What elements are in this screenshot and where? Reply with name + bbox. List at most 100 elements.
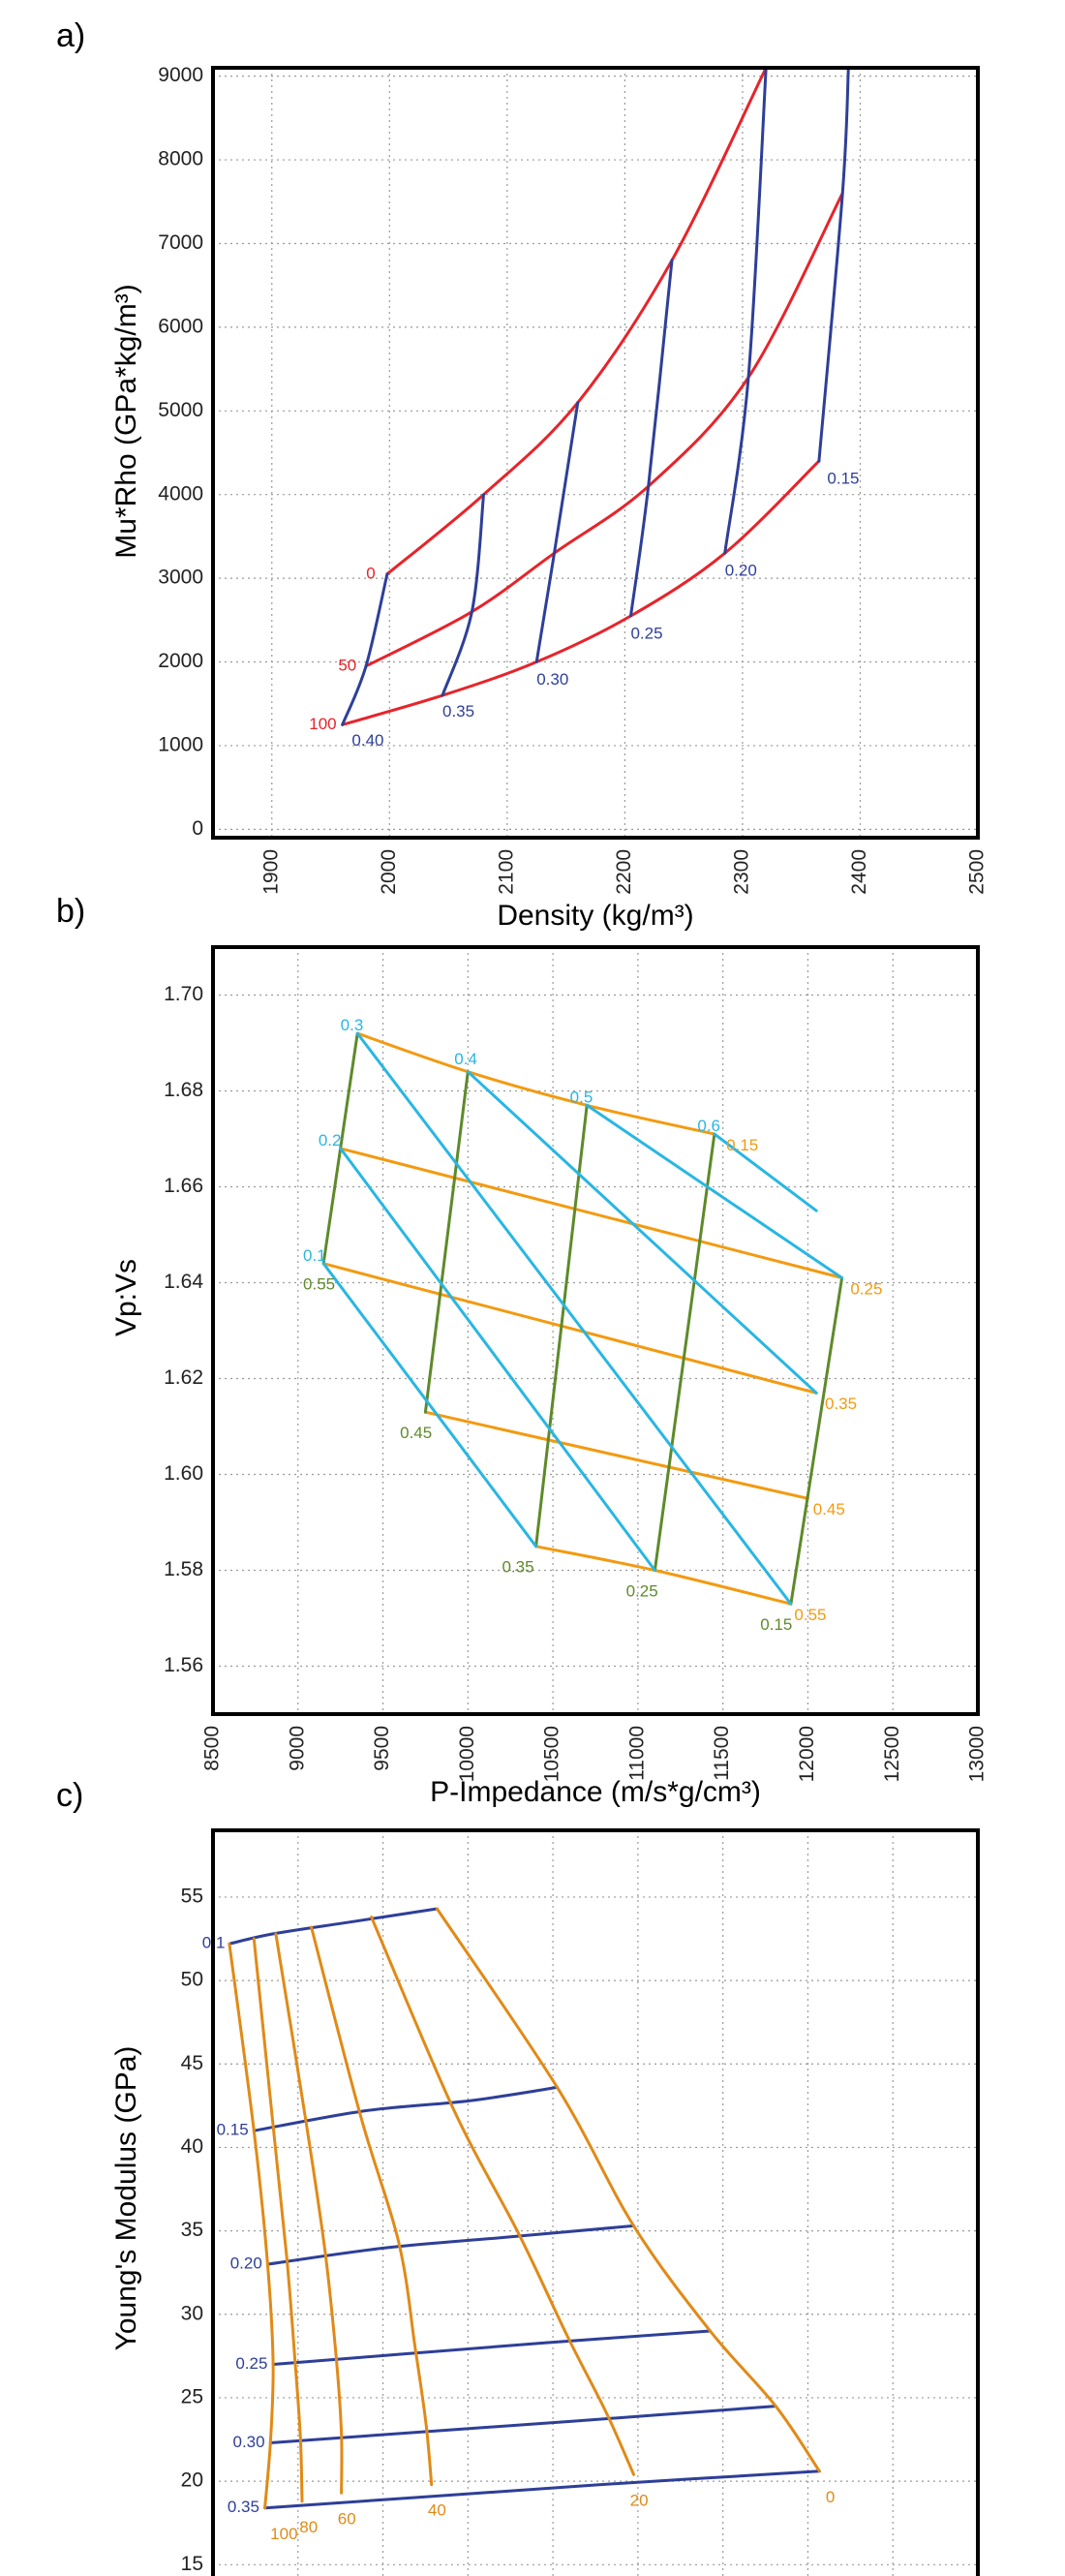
series-annotation: 0.30: [536, 670, 568, 689]
series-annotation: 0: [826, 2488, 835, 2506]
series-annotation: 0.35: [825, 1395, 857, 1413]
series-line-navy: [271, 2329, 712, 2366]
panel-a-x-axis-title: Density (kg/m³): [497, 900, 693, 932]
x-tick-label: 9000: [286, 1726, 308, 1771]
x-tick-label: 13000: [966, 1726, 989, 1782]
series-annotation: 0: [366, 564, 375, 582]
y-tick-label: 3000: [158, 567, 203, 589]
series-annotation: 100: [270, 2525, 297, 2543]
y-tick-label: 1.66: [164, 1175, 203, 1197]
y-tick-label: 35: [181, 2219, 203, 2241]
panel-b-letter: b): [56, 893, 85, 930]
series-line-navy: [252, 2085, 559, 2132]
y-tick-label: 1.64: [164, 1271, 203, 1293]
series-line-orange_c: [274, 1932, 344, 2495]
series-line-navy: [341, 572, 389, 726]
series-line-red: [364, 192, 844, 668]
series-line-cyan: [339, 1147, 656, 1572]
series-annotation: 0.15: [760, 1615, 792, 1634]
x-tick-label: 10500: [541, 1726, 563, 1782]
series-line-orange_c: [228, 1942, 275, 2510]
series-line-navy: [534, 401, 580, 663]
series-line-orange: [321, 1262, 818, 1395]
series-line-orange_c: [310, 1925, 434, 2487]
y-tick-label: 6000: [158, 315, 203, 337]
y-tick-label: 30: [181, 2302, 203, 2324]
y-tick-label: 15: [181, 2553, 203, 2575]
panel-b-y-axis-title: Vp:Vs: [110, 1259, 142, 1336]
x-tick-label: 11000: [625, 1726, 648, 1781]
x-tick-label: 2200: [613, 849, 635, 895]
series-line-cyan: [355, 1031, 793, 1606]
series-line-navy: [817, 66, 850, 463]
series-annotation: 20: [630, 2491, 649, 2509]
x-tick-label: 1900: [259, 849, 282, 895]
y-tick-label: 7000: [158, 231, 203, 254]
series-line-orange_c: [370, 1916, 635, 2476]
series-annotation: 0.15: [726, 1136, 758, 1154]
series-line-navy: [228, 1907, 439, 1946]
series-annotation: 0.25: [626, 1581, 658, 1600]
y-tick-label: 1.58: [164, 1558, 203, 1580]
series-annotation: 0.3: [341, 1016, 364, 1034]
series-annotation: 0.15: [827, 470, 859, 488]
series-annotation: 100: [309, 715, 336, 733]
series-annotation: 80: [299, 2518, 318, 2536]
series-annotation: 0.25: [630, 625, 662, 643]
series-line-green: [534, 1103, 589, 1549]
series-line-cyan: [321, 1262, 538, 1549]
series-annotation: 0.15: [217, 2121, 249, 2139]
series-annotation: 0.55: [794, 1606, 826, 1624]
series-line-green: [423, 1070, 470, 1414]
series-annotation: 0.20: [725, 562, 757, 580]
series-annotation: 40: [428, 2501, 446, 2520]
y-tick-label: 9000: [158, 64, 203, 86]
x-tick-label: 2500: [966, 849, 989, 895]
series-annotation: 0.5: [570, 1088, 593, 1106]
series-line-orange: [423, 1410, 809, 1500]
x-tick-label: 9500: [371, 1726, 393, 1771]
x-tick-label: 12500: [881, 1726, 903, 1782]
series-line-orange: [355, 1031, 716, 1136]
series-annotation: 0.45: [813, 1500, 845, 1518]
x-tick-label: 11500: [711, 1726, 733, 1781]
series-line-navy: [263, 2469, 821, 2510]
series-annotation: 0.40: [351, 731, 383, 750]
x-tick-label: 12000: [796, 1726, 818, 1782]
series-annotation: 0.6: [697, 1117, 720, 1135]
series-line-navy: [265, 2223, 635, 2266]
series-annotation: 0.4: [454, 1050, 477, 1068]
series-line-green: [653, 1132, 716, 1572]
series-annotation: 0.2: [319, 1131, 342, 1150]
y-tick-label: 1000: [158, 733, 203, 755]
series-annotation: 0.55: [303, 1274, 335, 1293]
x-tick-label: 2000: [378, 849, 400, 895]
x-tick-label: 2400: [848, 849, 870, 895]
plot-frame: [211, 945, 980, 1716]
series-line-orange_c: [252, 1937, 304, 2503]
y-tick-label: 25: [181, 2386, 203, 2408]
chart-panel-c: 1520253035404550550.10.150.200.250.300.3…: [181, 1828, 980, 2576]
y-tick-label: 8000: [158, 148, 203, 170]
y-tick-label: 1.60: [164, 1462, 203, 1485]
series-line-red: [385, 66, 768, 576]
series-line-navy: [441, 493, 485, 697]
series-line-red: [341, 459, 821, 726]
series-line-cyan: [713, 1132, 818, 1212]
plot-frame: [211, 1828, 980, 2576]
y-tick-label: 1.62: [164, 1366, 203, 1389]
series-annotation: 0.20: [230, 2254, 262, 2273]
y-tick-label: 50: [181, 1969, 203, 1991]
x-tick-label: 2100: [495, 849, 517, 895]
series-line-cyan: [585, 1103, 844, 1279]
y-tick-label: 45: [181, 2052, 203, 2074]
y-tick-label: 1.68: [164, 1079, 203, 1101]
series-annotation: 0.35: [502, 1558, 533, 1577]
y-tick-label: 55: [181, 1885, 203, 1907]
series-annotation: 0.35: [228, 2498, 259, 2516]
y-tick-label: 0: [192, 817, 203, 840]
series-annotation: 60: [338, 2509, 356, 2528]
series-annotation: 50: [338, 656, 356, 674]
series-annotation: 0.25: [235, 2354, 267, 2373]
